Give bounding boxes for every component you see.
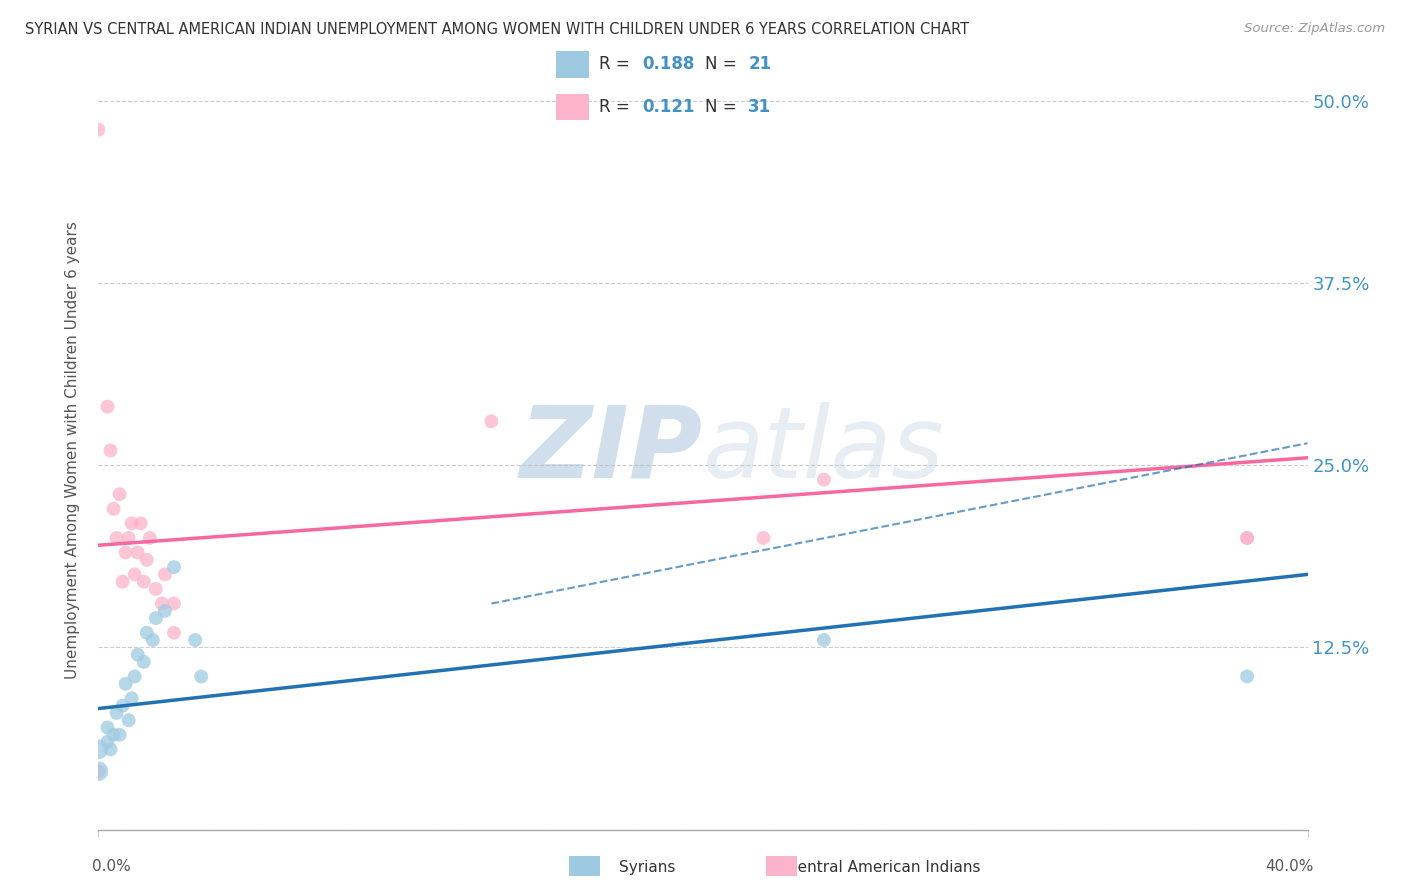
Text: atlas: atlas (703, 402, 945, 499)
Point (132, 655, 155, 669)
Point (142, 633, 165, 648)
Text: 31: 31 (748, 98, 772, 116)
Point (129, 516, 152, 531)
Point (135, 625, 157, 640)
Point (121, 516, 143, 531)
Point (87, 764, 110, 779)
Point (163, 597, 186, 611)
Text: 21: 21 (748, 55, 772, 73)
Point (163, 625, 186, 640)
Point (153, 567, 176, 582)
Text: 0.121: 0.121 (643, 98, 695, 116)
Point (127, 545, 149, 559)
FancyBboxPatch shape (555, 51, 589, 78)
Point (87, 742, 110, 756)
Point (96, 735, 118, 749)
Point (139, 531, 162, 545)
Text: Source: ZipAtlas.com: Source: ZipAtlas.com (1244, 22, 1385, 36)
Text: SYRIAN VS CENTRAL AMERICAN INDIAN UNEMPLOYMENT AMONG WOMEN WITH CHILDREN UNDER 6: SYRIAN VS CENTRAL AMERICAN INDIAN UNEMPL… (25, 22, 969, 37)
Text: N =: N = (706, 55, 742, 73)
FancyBboxPatch shape (555, 94, 589, 120)
Point (105, 531, 128, 545)
Point (813, 473, 835, 487)
Point (87, 764, 110, 779)
Point (813, 633, 835, 648)
Point (87, 122, 110, 136)
Point (145, 611, 167, 625)
Point (135, 553, 157, 567)
Point (1236, 531, 1258, 545)
Point (153, 604, 176, 618)
Point (96, 400, 118, 414)
Point (103, 728, 125, 742)
Text: 40.0%: 40.0% (1265, 859, 1313, 874)
Point (150, 597, 173, 611)
Point (121, 691, 143, 706)
Text: R =: R = (599, 98, 636, 116)
Point (124, 567, 146, 582)
Text: Syrians: Syrians (619, 860, 675, 874)
Point (114, 677, 136, 691)
Text: R =: R = (599, 55, 636, 73)
Point (103, 501, 125, 516)
Point (145, 582, 167, 596)
Point (184, 633, 207, 648)
Point (114, 545, 136, 559)
Text: 0.188: 0.188 (643, 55, 695, 73)
Text: Central American Indians: Central American Indians (787, 860, 981, 874)
Point (118, 713, 141, 727)
Point (118, 531, 141, 545)
Point (111, 698, 134, 713)
Point (100, 742, 122, 756)
Point (1236, 669, 1258, 683)
Point (124, 669, 146, 683)
Text: 0.0%: 0.0% (93, 859, 131, 874)
Point (1236, 531, 1258, 545)
Point (163, 560, 186, 574)
Text: ZIP: ZIP (520, 402, 703, 499)
Text: N =: N = (706, 98, 742, 116)
Point (96, 721, 118, 735)
Point (105, 706, 128, 720)
Point (108, 728, 131, 742)
Point (190, 669, 212, 683)
Point (481, 414, 503, 428)
Point (108, 487, 131, 501)
Y-axis label: Unemployment Among Women with Children Under 6 years: Unemployment Among Women with Children U… (65, 221, 80, 680)
Point (100, 443, 122, 458)
Point (132, 574, 155, 589)
Point (127, 648, 149, 662)
Point (111, 574, 134, 589)
Point (752, 531, 775, 545)
